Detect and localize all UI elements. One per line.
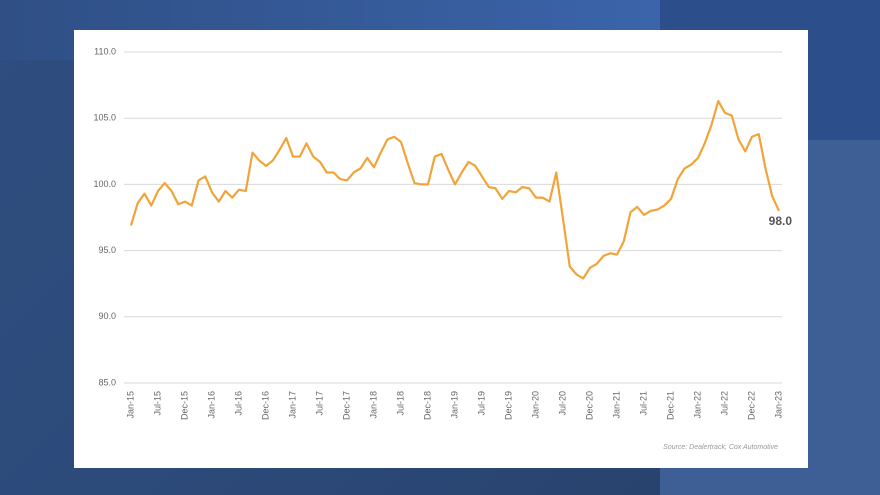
x-tick-label: Jul-22 bbox=[719, 391, 729, 416]
x-tick-label: Jan-22 bbox=[692, 391, 702, 419]
value-label: 98.0 bbox=[769, 214, 793, 228]
x-tick-label: Jul-18 bbox=[395, 391, 405, 416]
x-tick-label: Dec-21 bbox=[665, 391, 675, 420]
x-tick-label: Dec-16 bbox=[260, 391, 270, 420]
x-tick-label: Jan-23 bbox=[773, 391, 783, 419]
y-tick-label: 105.0 bbox=[93, 113, 116, 123]
data-line bbox=[129, 99, 780, 280]
y-tick-label: 85.0 bbox=[98, 377, 116, 387]
x-tick-label: Jul-15 bbox=[152, 391, 162, 416]
x-tick-label: Jan-19 bbox=[449, 391, 459, 419]
x-tick-label: Dec-22 bbox=[746, 391, 756, 420]
x-tick-label: Dec-15 bbox=[179, 391, 189, 420]
x-tick-label: Jul-19 bbox=[476, 391, 486, 416]
x-tick-label: Jul-16 bbox=[233, 391, 243, 416]
x-tick-label: Dec-18 bbox=[422, 391, 432, 420]
source-note: Source: Dealertrack, Cox Automotive bbox=[663, 444, 778, 451]
x-tick-label: Jan-16 bbox=[206, 391, 216, 419]
x-tick-label: Jan-21 bbox=[611, 391, 621, 419]
x-tick-label: Jul-20 bbox=[557, 391, 567, 416]
y-tick-label: 95.0 bbox=[98, 245, 116, 255]
x-tick-label: Jan-20 bbox=[530, 391, 540, 419]
y-tick-label: 100.0 bbox=[93, 179, 116, 189]
y-tick-label: 90.0 bbox=[98, 311, 116, 321]
chart-panel bbox=[74, 30, 808, 468]
y-tick-label: 110.0 bbox=[94, 46, 116, 56]
x-tick-label: Jan-18 bbox=[368, 391, 378, 419]
x-tick-label: Dec-20 bbox=[584, 391, 594, 420]
x-tick-label: Jan-17 bbox=[287, 391, 297, 419]
x-tick-label: Jan-15 bbox=[125, 391, 135, 419]
x-tick-label: Dec-17 bbox=[341, 391, 351, 420]
x-tick-label: Dec-19 bbox=[503, 391, 513, 420]
x-tick-label: Jul-21 bbox=[638, 391, 648, 416]
x-tick-label: Jul-17 bbox=[314, 391, 324, 416]
